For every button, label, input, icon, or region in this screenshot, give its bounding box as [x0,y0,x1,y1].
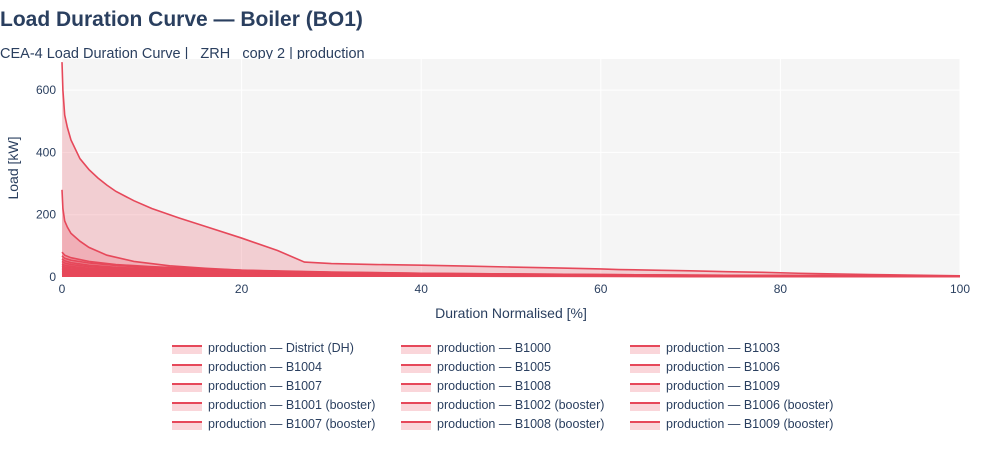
legend-swatch [172,380,202,392]
legend-label: production — B1002 (booster) [437,397,605,412]
legend-item[interactable]: production — B1005 [401,357,551,376]
legend-swatch [172,418,202,430]
legend-item[interactable]: production — B1008 (booster) [401,414,604,433]
legend-label: production — B1005 [437,359,551,374]
x-tick-label: 20 [235,282,249,296]
legend-swatch [401,380,431,392]
y-tick-label: 400 [36,145,56,159]
chart-title: Load Duration Curve — Boiler (BO1) [0,8,363,31]
axis-ticks: 0 20 40 60 80 100 0 200 400 600 [36,83,970,296]
plot-background [62,59,960,277]
y-tick-label: 200 [36,208,56,222]
legend-item[interactable]: production — B1009 [630,376,780,395]
legend-label: production — B1001 (booster) [208,397,376,412]
y-tick-label: 0 [49,270,56,284]
legend-item[interactable]: production — B1000 [401,338,551,357]
legend-label: production — B1004 [208,359,322,374]
legend-item[interactable]: production — B1006 (booster) [630,395,833,414]
legend-swatch [172,399,202,411]
legend-swatch [401,342,431,354]
legend-item[interactable]: production — B1003 [630,338,780,357]
legend-item[interactable]: production — B1007 (booster) [172,414,375,433]
x-tick-label: 60 [594,282,608,296]
legend-item[interactable]: production — B1004 [172,357,322,376]
legend-swatch [630,342,660,354]
x-tick-label: 100 [950,282,970,296]
legend-swatch [630,380,660,392]
legend-item[interactable]: production — District (DH) [172,338,354,357]
legend-label: production — B1006 [666,359,780,374]
chart-canvas[interactable]: 0 20 40 60 80 100 0 200 400 600 Duration Normalis… [0,0,984,330]
legend-label: production — District (DH) [208,340,354,355]
legend-item[interactable]: production — B1001 (booster) [172,395,375,414]
legend-label: production — B1008 [437,378,551,393]
x-tick-label: 80 [774,282,788,296]
series-line-15[interactable] [61,273,960,278]
series-layer [61,62,961,278]
legend-item[interactable]: production — B1006 [630,357,780,376]
x-tick-label: 40 [415,282,429,296]
legend-label: production — B1007 [208,378,322,393]
legend-label: production — B1003 [666,340,780,355]
legend-swatch [401,399,431,411]
legend-item[interactable]: production — B1009 (booster) [630,414,833,433]
legend-swatch [401,418,431,430]
legend-label: production — B1006 (booster) [666,397,834,412]
legend-swatch [630,399,660,411]
series-area-1[interactable] [62,62,960,277]
x-tick-label: 0 [59,282,66,296]
legend-label: production — B1000 [437,340,551,355]
legend-item[interactable]: production — B1008 [401,376,551,395]
legend-swatch [630,418,660,430]
legend-swatch [172,361,202,373]
legend-label: production — B1009 (booster) [666,416,834,431]
chart-subtitle: CEA-4 Load Duration Curve | _ZRH_ copy 2… [0,46,365,62]
legend-label: production — B1008 (booster) [437,416,605,431]
y-tick-label: 600 [36,83,56,97]
legend-label: production — B1007 (booster) [208,416,376,431]
x-axis-title: Duration Normalised [%] [435,305,587,321]
legend-item[interactable]: production — B1007 [172,376,322,395]
legend-label: production — B1009 [666,378,780,393]
legend-swatch [630,361,660,373]
legend-item[interactable]: production — B1002 (booster) [401,395,604,414]
y-axis-title: Load [kW] [5,136,21,199]
legend-swatch [401,361,431,373]
legend-swatch [172,342,202,354]
series-line-1[interactable] [61,62,961,277]
